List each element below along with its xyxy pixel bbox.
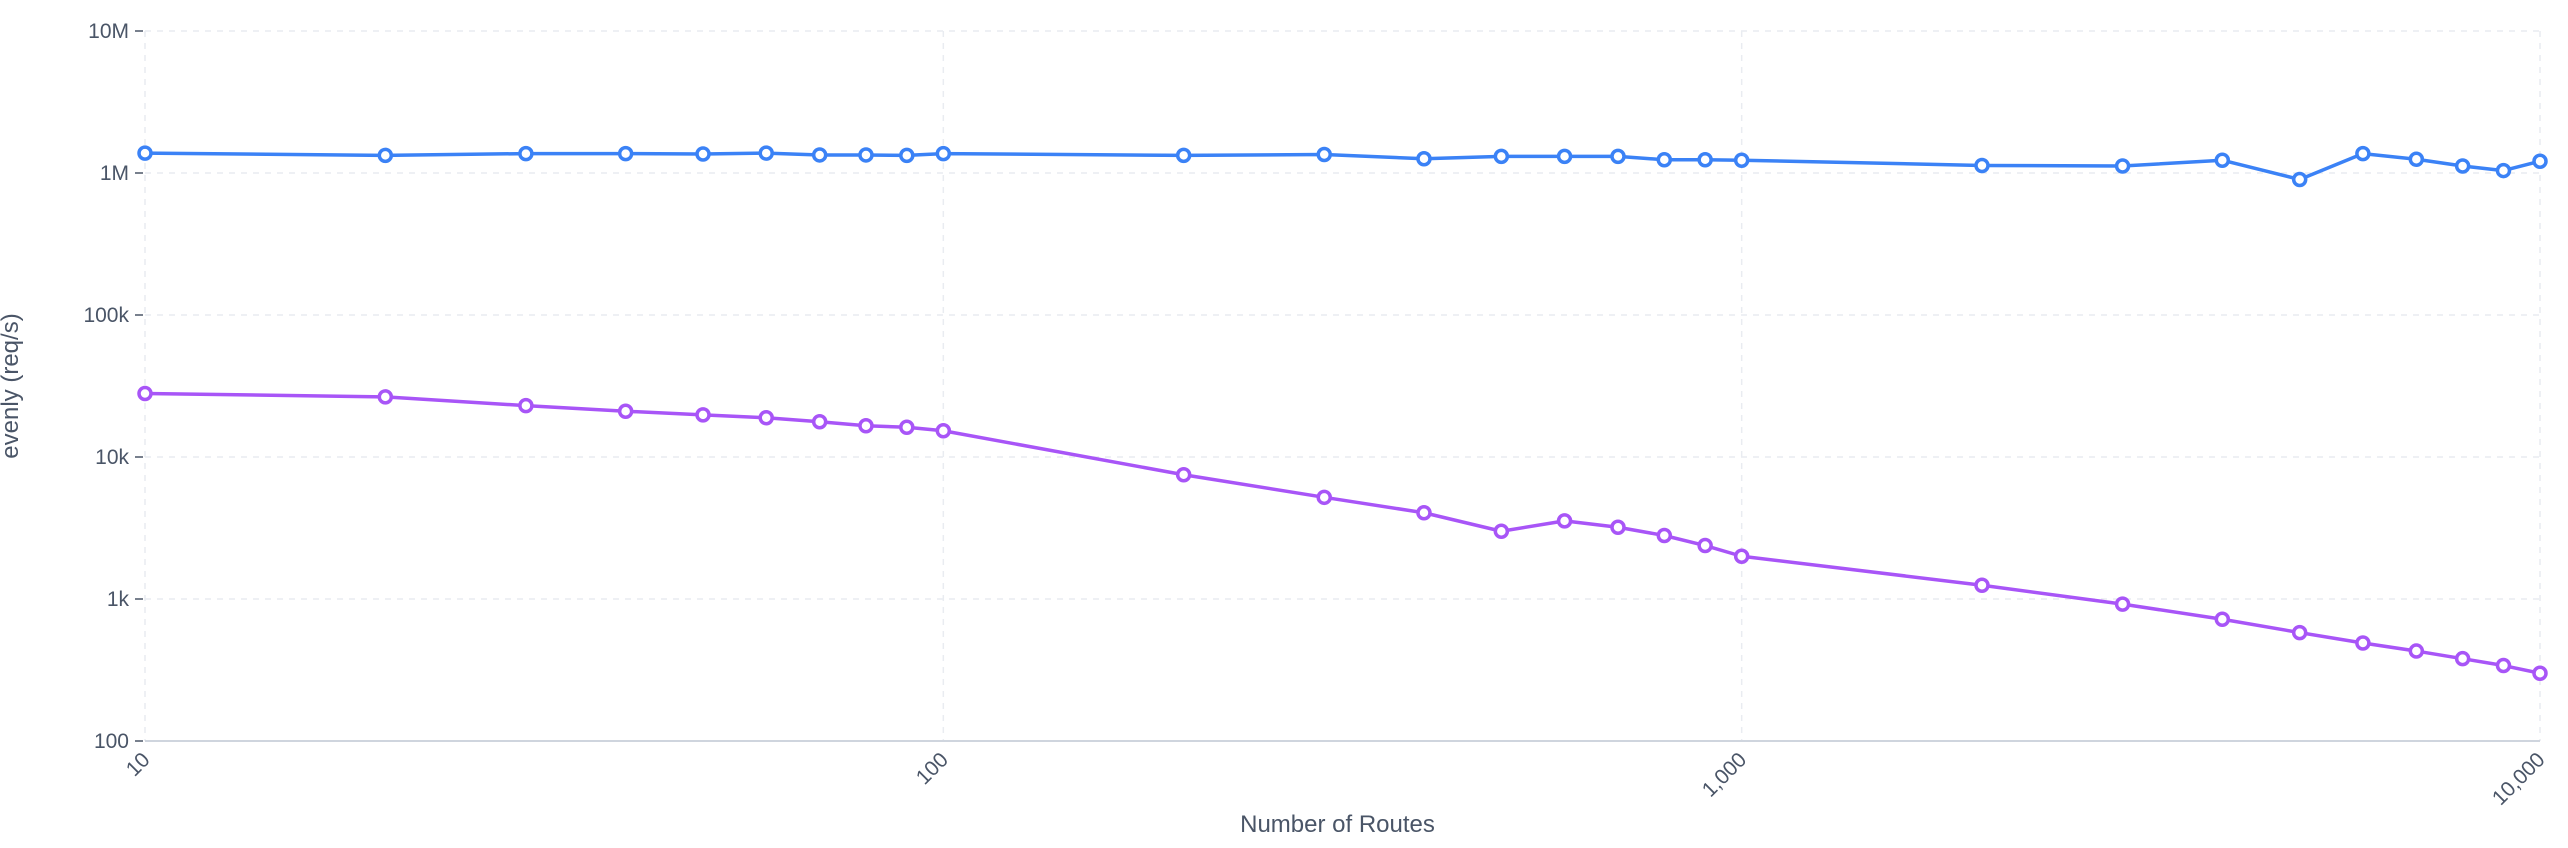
data-point [1493,148,1510,165]
series-2 [137,385,2548,681]
y-tick-label: 1M [100,162,129,185]
data-point [1733,548,1750,564]
y-axis-title: evenly (req/s) [0,313,24,458]
data-point [1697,151,1713,168]
data-point [1493,523,1510,539]
data-point [2495,162,2512,179]
data-point [377,389,394,405]
data-point [2355,635,2371,651]
data-point [1697,537,1713,554]
data-point [2291,171,2308,188]
y-tick-label: 100k [83,304,129,327]
data-point [1974,577,1990,593]
x-axis-title: Number of Routes [1240,811,1435,838]
y-tick-label: 1k [107,588,130,611]
data-point [2408,151,2425,167]
data-point [617,145,634,162]
data-point [518,145,534,162]
data-point [695,146,711,162]
data-point [2532,153,2548,169]
series-line [143,151,2542,182]
data-point [1556,148,1573,165]
data-point [1175,466,1192,483]
grid [144,30,2541,741]
data-point [2114,158,2131,174]
data-point [2291,624,2308,641]
series-line [143,391,2542,675]
data-point [858,147,874,163]
data-point [1656,151,1673,168]
data-point [935,145,952,162]
data-point [2214,152,2231,168]
data-point [1610,519,1626,536]
data-point [1416,151,1432,167]
data-point [758,145,774,161]
y-tick-label: 100 [94,730,129,753]
data-point [899,147,915,164]
data-point [1656,527,1673,544]
data-point [811,147,828,163]
data-point [2454,158,2471,174]
series-layer [137,145,2548,681]
data-point [1175,147,1192,164]
data-point [377,147,394,164]
data-point [518,397,534,414]
x-tick-label: 100 [912,748,953,789]
data-point [811,414,828,430]
data-point [1974,157,1990,174]
data-point [935,423,952,439]
data-point [899,419,915,435]
data-point [2408,643,2425,659]
data-point [617,403,634,419]
data-point [1316,146,1332,163]
x-tick-label: 10 [122,748,155,781]
data-point [137,385,153,402]
data-point [695,407,711,423]
data-point [2355,145,2371,162]
data-point [2214,611,2231,628]
data-point [2114,596,2131,612]
data-point [1610,148,1626,165]
data-point [858,417,874,434]
data-point [1556,513,1573,529]
data-point [137,145,153,161]
data-point [2454,650,2471,667]
data-point [1733,152,1750,168]
y-tick-label: 10M [88,20,129,43]
data-point [758,409,774,426]
data-point [2495,657,2512,674]
data-point [1416,504,1432,521]
y-tick-label: 10k [95,446,129,469]
data-point [2532,665,2548,681]
x-tick-label: 10,000 [2488,748,2550,810]
x-tick-label: 1,000 [1698,748,1751,801]
series-1 [137,145,2548,188]
data-point [1316,489,1332,506]
